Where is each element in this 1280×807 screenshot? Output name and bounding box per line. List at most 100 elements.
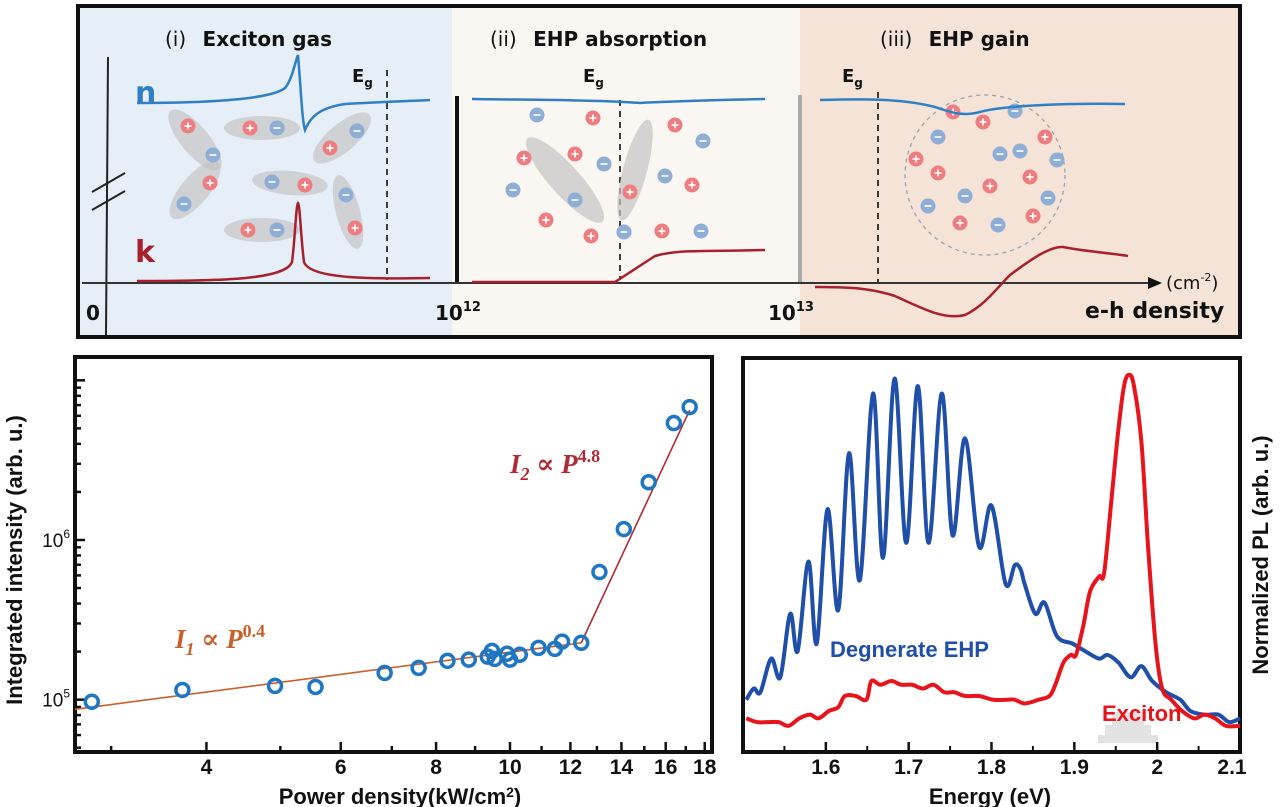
electron-icon (264, 174, 280, 190)
eg-label: E (352, 66, 364, 87)
y-tick-exp: 5 (63, 687, 70, 701)
data-point (553, 633, 571, 650)
hole-icon (516, 150, 532, 166)
exciton-cloud (525, 137, 605, 223)
panel-ii-title: (ii) EHP absorption (490, 27, 707, 51)
bandgap-marker-iii: Eg (842, 66, 879, 282)
y-tick-base: 10 (42, 531, 63, 552)
hole-icon (654, 223, 670, 239)
x-tick-label: 6 (335, 756, 347, 779)
data-point (483, 642, 501, 660)
data-point (530, 639, 547, 657)
svg-text:Eg: Eg (352, 66, 373, 90)
panel-ii-name: EHP absorption (533, 27, 707, 51)
panel-i-background (80, 7, 452, 336)
x-tick-label: 2 (1151, 756, 1163, 779)
x-tick-label: 10 (498, 756, 521, 779)
density-unit: (cm-2) (1166, 271, 1218, 294)
fit1-exp: 0.4 (243, 621, 266, 641)
hole-icon (982, 178, 998, 194)
panel-iii-label: (iii) (880, 27, 912, 51)
data-point (511, 646, 529, 664)
panel-ii-label: (ii) (490, 27, 517, 51)
density-axis-label: e-h density (1085, 299, 1224, 324)
origin-label: 0 (86, 301, 100, 325)
data-point (640, 473, 657, 491)
eg-sub: g (854, 76, 863, 90)
axis-break-mark (91, 190, 126, 211)
n-label: n (135, 76, 156, 111)
x-tick-label: 8 (430, 756, 442, 779)
x-tick-label: 1.8 (977, 756, 1007, 779)
x-tick-label: 4 (201, 756, 213, 779)
panel-iii-name: EHP gain (929, 27, 1030, 51)
electron-icon (1040, 190, 1056, 206)
hole-icon (1022, 169, 1038, 185)
exciton-cloud (224, 116, 300, 140)
n-curve-exciton (136, 54, 431, 134)
bandgap-marker-i: Eg (352, 66, 388, 280)
k-curve-absorption (472, 248, 766, 284)
x-label-exp: 2 (506, 784, 514, 800)
data-points (83, 398, 698, 711)
axis-break-mark (91, 172, 126, 193)
tick-labels: 1.6 1.7 1.8 1.9 2 2.1 (811, 756, 1247, 779)
fit1-sub: 1 (186, 639, 195, 659)
series-line-exciton (745, 372, 1241, 729)
hole-icon (667, 117, 683, 133)
hole-icon (930, 165, 946, 181)
fit2-exp: 4.8 (578, 446, 601, 466)
electron-icon (176, 196, 192, 212)
eg-label: E (842, 66, 854, 87)
x-tick-label: 14 (610, 756, 634, 779)
tick-1e13-exp: 13 (796, 300, 814, 315)
fit2-sub: 2 (520, 464, 530, 484)
fit-line-2 (580, 409, 691, 644)
electron-icon (695, 133, 711, 149)
watermark-logo (1098, 712, 1158, 743)
x-tick-label: 16 (654, 756, 677, 779)
x-label-close: ) (514, 784, 521, 807)
data-point (665, 414, 683, 432)
fit-label-2: I2 ∝ P4.8 (509, 446, 600, 484)
hole-icon (322, 140, 338, 156)
fit-label-1: I1 ∝ P0.4 (174, 621, 265, 659)
electron-icon (1049, 152, 1065, 168)
hole-icon (622, 184, 638, 200)
hole-icon (1037, 129, 1053, 145)
tick-1e12-exp: 12 (463, 300, 481, 315)
electron-icon (920, 198, 936, 214)
fit1-symbol: I (174, 624, 187, 654)
plot-frame (73, 355, 714, 754)
hole-icon (347, 220, 363, 236)
density-axis-arrow-icon (1148, 277, 1162, 289)
electron-icon (596, 156, 612, 172)
electron-icon (657, 168, 673, 184)
electron-icon (269, 120, 285, 136)
tick-label-1e12: 1012 (435, 300, 481, 325)
x-tick-label: 1.7 (894, 756, 923, 779)
k-label: k (135, 235, 156, 270)
k-curve-exciton (136, 201, 431, 283)
y-axis-label: Normalized PL (arb. u.) (1248, 435, 1273, 674)
y-tick-label: 106 (42, 527, 70, 552)
data-point (615, 520, 633, 538)
y-tick-label: 105 (42, 687, 70, 712)
svg-text:Eg: Eg (842, 66, 863, 90)
hole-icon (240, 222, 256, 238)
panel-i-title: (i) Exciton gas (165, 27, 332, 51)
series-label-degenerate-ehp: Degnerate EHP (830, 637, 989, 662)
diagram-frame (76, 4, 1242, 339)
data-point (439, 652, 456, 670)
axis-ticks (75, 379, 706, 752)
y-tick-base: 10 (42, 691, 63, 712)
data-point (376, 664, 393, 682)
n-curve-absorption (471, 97, 766, 105)
x-tick-label: 18 (693, 756, 717, 779)
electron-icon (349, 123, 365, 139)
data-point (460, 651, 478, 668)
electron-icon (338, 187, 354, 203)
k-curve-gain (814, 245, 1129, 318)
